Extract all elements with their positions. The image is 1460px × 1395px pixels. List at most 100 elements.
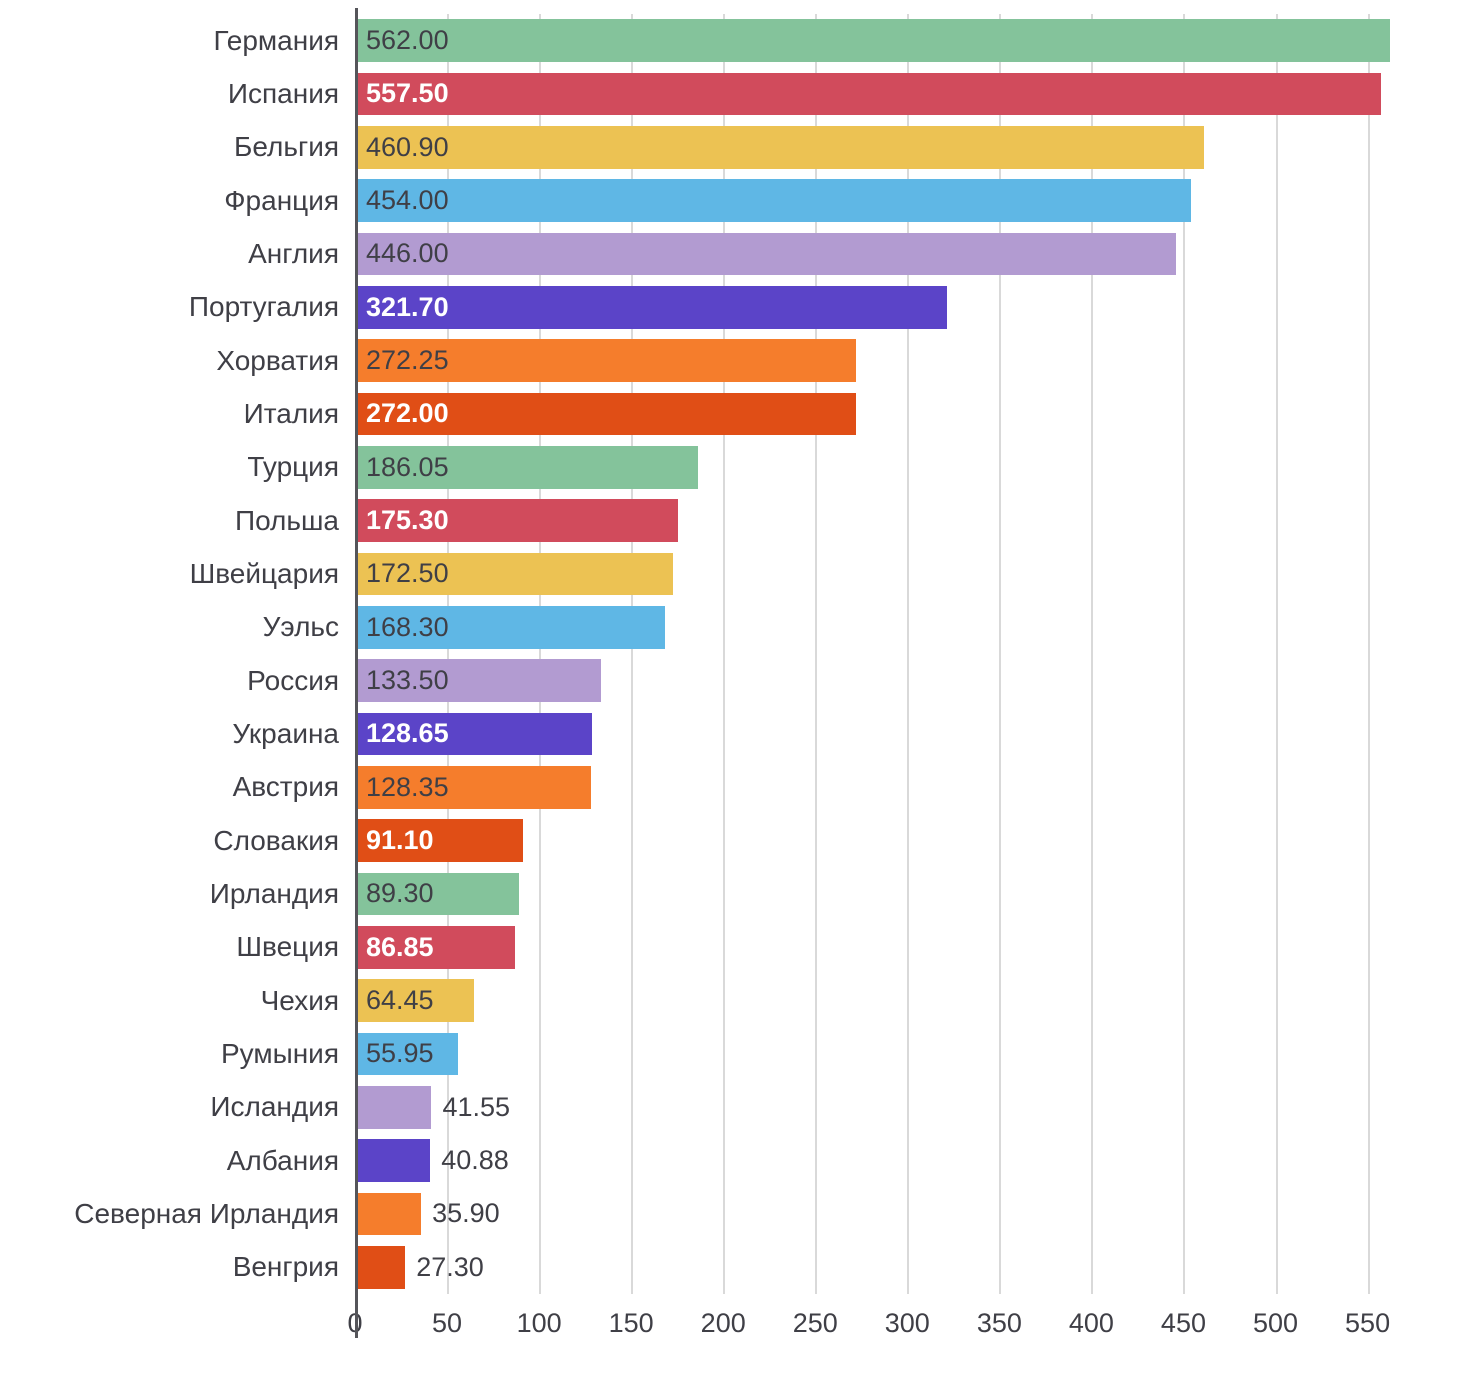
value-label: 562.00 [366, 25, 449, 56]
x-tick-label: 350 [976, 1308, 1022, 1338]
x-tick-label: 500 [1252, 1308, 1299, 1338]
x-tick-label: 300 [884, 1308, 930, 1338]
bar-yellow: 64.45 [355, 979, 474, 1022]
bar-dark-orange [355, 1245, 406, 1289]
bar-row: 128.65 [355, 707, 1432, 760]
value-label: 91.10 [366, 825, 434, 856]
gridline [631, 14, 634, 1294]
value-label: 446.00 [366, 238, 449, 269]
value-label: 55.95 [366, 1038, 434, 1069]
gridline [1275, 14, 1278, 1294]
x-tick-label: 200 [700, 1308, 746, 1338]
value-label: 460.90 [366, 131, 449, 162]
value-label: 168.30 [366, 611, 449, 642]
bar-red: 86.85 [355, 925, 515, 969]
value-label: 64.45 [366, 985, 434, 1016]
x-tick-label: 550 [1345, 1308, 1391, 1338]
category-label: Хорватия [216, 344, 339, 376]
category-label: Германия [213, 24, 339, 56]
value-label: 186.05 [366, 451, 449, 482]
category-label: Венгрия [232, 1251, 339, 1283]
value-label: 454.00 [366, 185, 449, 216]
category-label: Бельгия [234, 131, 339, 163]
bar-green: 562.00 [355, 19, 1390, 62]
category-label: Турция [247, 451, 339, 483]
bar-row: 64.45 [355, 974, 1432, 1027]
bar-row: 35.90 [355, 1187, 1432, 1240]
category-label: Ирландия [209, 877, 339, 909]
value-label: 40.88 [441, 1145, 509, 1176]
bar-row: 460.90 [355, 121, 1432, 174]
bar-row: 133.50 [355, 654, 1432, 707]
value-label: 272.25 [366, 345, 449, 376]
bar-row: 186.05 [355, 441, 1432, 494]
category-label: Португалия [188, 291, 339, 323]
value-label: 172.50 [366, 558, 449, 589]
bar-row: 321.70 [355, 281, 1432, 334]
gridline [1183, 14, 1186, 1294]
bar-row: 175.30 [355, 494, 1432, 547]
category-label: Румыния [220, 1037, 339, 1069]
bar-yellow: 172.50 [355, 552, 673, 596]
bar-row: 40.88 [355, 1134, 1432, 1187]
x-tick-label: 250 [792, 1308, 838, 1338]
gridline [447, 14, 450, 1294]
value-label: 86.85 [366, 931, 434, 962]
bar-yellow: 460.90 [355, 125, 1204, 169]
category-label: Албания [226, 1144, 339, 1176]
bar-orange [355, 1192, 422, 1236]
bar-row: 272.00 [355, 387, 1432, 440]
bar-orange: 272.25 [355, 339, 857, 382]
gridline [539, 14, 542, 1294]
bar-violet: 321.70 [355, 285, 948, 329]
category-label: Украина [232, 717, 339, 749]
bar-row: 168.30 [355, 601, 1432, 654]
bar-blue: 454.00 [355, 179, 1191, 222]
value-label: 133.50 [366, 665, 449, 696]
category-label: Испания [227, 77, 339, 109]
value-label: 128.35 [366, 771, 449, 802]
category-label: Австрия [232, 771, 339, 803]
x-tick-label: 150 [608, 1308, 654, 1338]
bar-orange: 128.35 [355, 765, 592, 809]
bar-chart: Германия Испания Бельгия Франция Англия Порту… [0, 8, 1432, 1352]
category-label: Франция [224, 184, 339, 216]
x-tick-label: 50 [432, 1308, 463, 1338]
bar-row: 446.00 [355, 227, 1432, 280]
bar-row: 41.55 [355, 1081, 1432, 1134]
gridline [723, 14, 726, 1294]
category-label: Уэльс [262, 611, 339, 643]
category-label: Россия [247, 664, 339, 696]
value-label: 557.50 [366, 78, 449, 109]
category-labels-column: Германия Испания Бельгия Франция Англия Порту… [0, 14, 355, 1294]
bar-purple: 446.00 [355, 232, 1177, 276]
bar-row: 557.50 [355, 67, 1432, 120]
gridline [1367, 14, 1370, 1294]
bar-row: 86.85 [355, 921, 1432, 974]
gridline [907, 14, 910, 1294]
value-label: 321.70 [366, 291, 449, 322]
value-label: 27.30 [416, 1251, 484, 1282]
gridline [999, 14, 1002, 1294]
bar-red: 175.30 [355, 499, 678, 542]
bar-row: 55.95 [355, 1027, 1432, 1080]
category-label: Словакия [213, 824, 339, 856]
gridlines [355, 14, 1432, 1294]
bar-row: 89.30 [355, 867, 1432, 920]
bar-row: 27.30 [355, 1241, 1432, 1294]
y-axis-line [355, 8, 358, 1338]
category-label: Англия [248, 237, 339, 269]
x-tick-label: 450 [1160, 1308, 1206, 1338]
bar-row: 454.00 [355, 174, 1432, 227]
category-label: Польша [234, 504, 339, 536]
bar-dark-orange: 91.10 [355, 819, 523, 862]
gridline [815, 14, 818, 1294]
bar-green: 186.05 [355, 445, 698, 489]
category-label: Италия [243, 397, 339, 429]
x-tick-label: 100 [516, 1308, 562, 1338]
bar-row: 128.35 [355, 761, 1432, 814]
category-label: Швейцария [189, 557, 339, 589]
bar-purple: 133.50 [355, 659, 601, 702]
